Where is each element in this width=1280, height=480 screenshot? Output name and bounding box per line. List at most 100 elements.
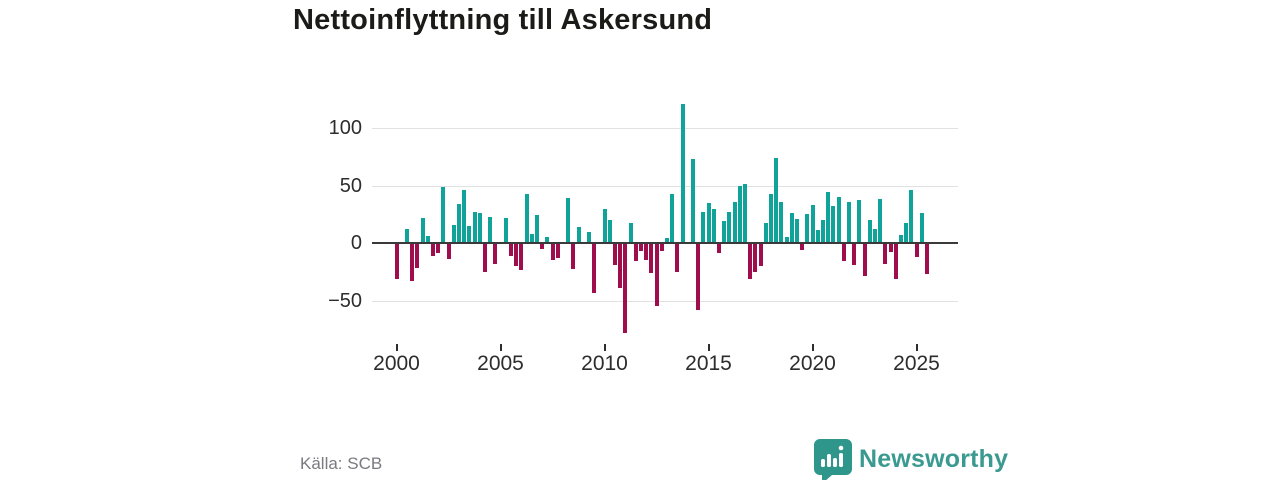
bar-2004Q3 — [488, 216, 493, 243]
bar-2017Q2 — [753, 244, 758, 272]
bar-2020Q1 — [810, 205, 815, 243]
x-axis-label: 2015 — [685, 352, 732, 375]
bar-2012Q2 — [649, 244, 654, 273]
bar-2009Q2 — [586, 231, 591, 243]
bar-2005Q2 — [503, 217, 508, 243]
bar-2008Q3 — [571, 244, 576, 270]
bar-2025Q1 — [914, 244, 919, 257]
bar-2007Q1 — [540, 244, 545, 249]
bar-2012Q4 — [659, 244, 664, 251]
bar-2019Q1 — [789, 213, 794, 243]
bar-2025Q3 — [924, 244, 929, 274]
source-label: Källa: SCB — [300, 454, 383, 473]
x-axis-label: 2025 — [893, 352, 940, 375]
bar-2011Q2 — [628, 223, 633, 243]
bar-2020Q2 — [815, 230, 820, 243]
bar-2001Q1 — [415, 244, 420, 269]
bar-2007Q2 — [545, 237, 550, 244]
bar-2014Q3 — [696, 244, 701, 310]
x-axis-label: 2020 — [789, 352, 836, 375]
bar-2015Q2 — [711, 208, 716, 243]
bar-2017Q1 — [748, 244, 753, 279]
x-axis-label: 2000 — [373, 352, 420, 375]
bar-2024Q3 — [904, 223, 909, 243]
bar-2017Q4 — [763, 223, 768, 243]
bar-2002Q1 — [436, 244, 441, 254]
y-axis-label: 100 — [328, 117, 362, 139]
bar-2021Q1 — [831, 206, 836, 243]
gridline--50 — [372, 300, 958, 302]
y-axis-label: 0 — [350, 232, 362, 254]
x-axis-label: 2010 — [581, 352, 628, 375]
bar-2016Q4 — [742, 184, 747, 243]
bar-2001Q3 — [425, 236, 430, 243]
bar-2002Q4 — [451, 224, 456, 243]
bar-2010Q2 — [607, 220, 612, 243]
bar-2013Q3 — [675, 244, 680, 272]
bar-2016Q1 — [727, 211, 732, 243]
x-axis-tick — [707, 344, 710, 351]
bar-2017Q3 — [758, 244, 763, 266]
bar-2015Q4 — [722, 221, 727, 243]
bar-2021Q3 — [841, 244, 846, 262]
bar-2023Q1 — [872, 229, 877, 243]
bar-2016Q2 — [732, 201, 737, 243]
y-axis-label: −50 — [328, 289, 362, 312]
bar-2001Q4 — [430, 244, 435, 256]
bar-2012Q1 — [644, 244, 649, 261]
bar-2006Q1 — [519, 244, 524, 271]
bar-2025Q2 — [919, 213, 924, 243]
bar-2021Q2 — [836, 197, 841, 243]
bar-2003Q1 — [456, 203, 461, 243]
bar-2021Q4 — [846, 201, 851, 243]
bar-2006Q4 — [534, 215, 539, 243]
bar-2013Q4 — [680, 103, 685, 243]
bar-2002Q3 — [446, 244, 451, 259]
bar-2008Q4 — [576, 226, 581, 243]
bar-2001Q2 — [420, 217, 425, 243]
x-axis-tick — [499, 344, 502, 351]
x-axis-tick — [603, 344, 606, 351]
bar-2013Q1 — [664, 238, 669, 243]
bar-2005Q3 — [508, 244, 513, 256]
bar-2023Q2 — [878, 199, 883, 243]
bar-2022Q1 — [852, 244, 857, 265]
bar-2007Q3 — [550, 244, 555, 261]
bar-2011Q4 — [638, 244, 643, 251]
gridline-100 — [372, 128, 958, 129]
bar-2006Q3 — [529, 233, 534, 243]
gridline-50 — [372, 185, 958, 187]
x-axis-tick — [395, 344, 398, 351]
chart-title: Nettoinflyttning till Askersund — [293, 4, 713, 36]
bar-2010Q4 — [618, 244, 623, 288]
bar-2014Q2 — [690, 159, 695, 243]
bar-2019Q4 — [805, 214, 810, 243]
bar-2015Q1 — [706, 202, 711, 244]
bar-2008Q2 — [566, 198, 571, 243]
bar-2000Q3 — [404, 229, 409, 243]
bar-2010Q1 — [602, 208, 607, 243]
bar-2023Q4 — [888, 244, 893, 252]
newsworthy-wordmark: Newsworthy — [859, 444, 1009, 473]
bar-2016Q3 — [737, 185, 742, 243]
newsworthy-logo-icon — [814, 439, 852, 480]
bar-2019Q3 — [800, 244, 805, 250]
bar-2004Q2 — [482, 244, 487, 272]
bar-2022Q3 — [862, 244, 867, 277]
bar-2018Q4 — [784, 237, 789, 244]
bar-2018Q1 — [768, 193, 773, 243]
y-axis-label: 50 — [339, 174, 362, 197]
bar-2007Q4 — [555, 244, 560, 258]
bar-2006Q2 — [524, 193, 529, 243]
bar-2022Q4 — [867, 220, 872, 243]
bar-2015Q3 — [716, 244, 721, 254]
bar-2000Q1 — [394, 244, 399, 279]
bar-2022Q2 — [857, 200, 862, 243]
x-axis-label: 2005 — [477, 352, 524, 375]
bar-2005Q4 — [514, 244, 519, 266]
bar-2003Q4 — [472, 211, 477, 243]
bar-2020Q3 — [820, 220, 825, 243]
zero-axis-line — [372, 242, 958, 244]
